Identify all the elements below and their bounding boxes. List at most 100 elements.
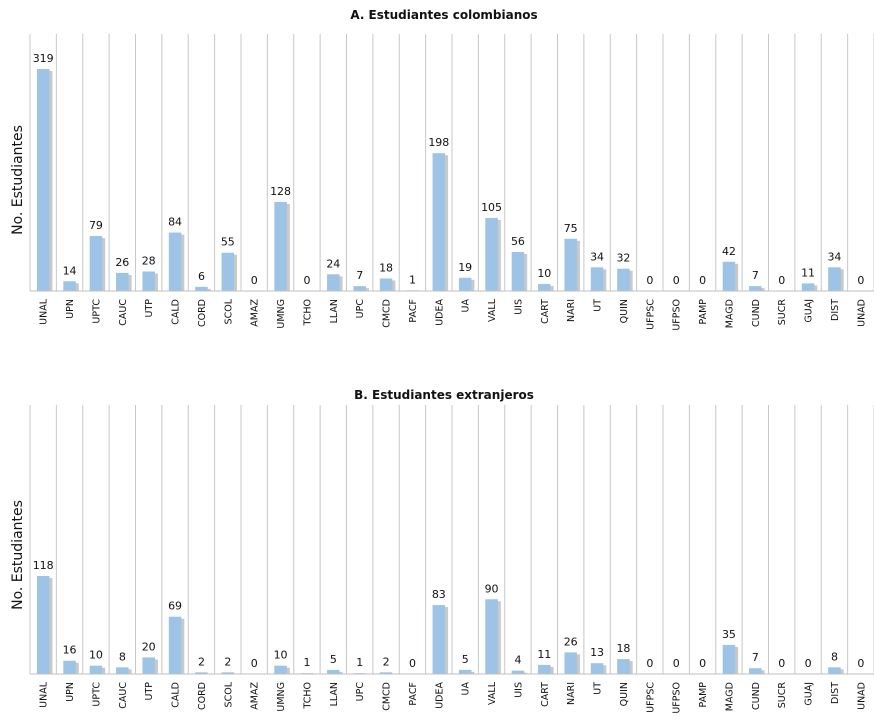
tick-label: PAMP [698, 682, 709, 708]
bar-uptc [89, 236, 103, 291]
tick-label: CALD [171, 682, 182, 708]
tick-label: CUND [751, 299, 762, 327]
tick-label: UNAD [856, 299, 867, 327]
tick-label: UFPSO [672, 682, 683, 714]
data-label: 0 [857, 657, 864, 670]
bar-cund [749, 668, 762, 674]
data-label: 1 [303, 656, 310, 669]
tick-label: UT [593, 682, 604, 695]
data-label: 19 [458, 261, 472, 274]
data-label: 18 [379, 261, 393, 274]
tick-label: NARI [566, 682, 577, 705]
bar-guaj [801, 283, 815, 291]
bar-uis [511, 252, 525, 291]
bar-upn [63, 281, 76, 291]
bar-upc [353, 286, 366, 291]
tick-label: QUIN [619, 682, 630, 706]
tick-label: UIS [513, 682, 524, 698]
bar-scol [221, 252, 235, 291]
tick-label: CALD [171, 299, 182, 325]
tick-label: UT [593, 299, 604, 312]
data-label: 56 [511, 235, 525, 248]
chart-panel-b: B. Estudiantes extranjeros No. Estudiant… [10, 388, 874, 714]
data-label: 79 [89, 219, 103, 232]
tick-label: MAGD [724, 682, 735, 711]
tick-label: VALL [487, 298, 498, 322]
data-label: 10 [89, 649, 103, 662]
tick-label: CORD [197, 299, 208, 327]
data-label: 14 [63, 264, 77, 277]
tick-label: GUAJ [804, 299, 815, 323]
data-label: 42 [722, 245, 736, 258]
data-label: 0 [699, 657, 706, 670]
data-label: 1 [409, 273, 416, 286]
bar-vall [485, 599, 498, 674]
tick-label: SCOL [223, 681, 234, 707]
data-labels: 319 14 79 26 28 84 6 55 0 128 0 24 7 18 1 198 19 105 56 10 7… [33, 52, 865, 287]
bar-cald [168, 232, 182, 291]
data-label: 0 [778, 657, 785, 670]
tick-label: LLAN [329, 682, 340, 706]
bar-cund [749, 286, 762, 291]
tick-label: UFPSO [672, 299, 683, 331]
bar-ut [590, 663, 604, 674]
data-label: 28 [142, 255, 156, 268]
tick-label: CART [540, 682, 551, 707]
data-label: 8 [831, 650, 838, 663]
data-label: 319 [33, 52, 54, 65]
gridlines [29, 34, 874, 291]
data-label: 75 [564, 222, 578, 235]
bar-ut [590, 267, 604, 291]
data-label: 0 [409, 657, 416, 670]
data-label: 0 [857, 274, 864, 287]
bar-cmcd [379, 278, 393, 291]
data-label: 0 [251, 274, 258, 287]
data-label: 55 [221, 236, 235, 249]
chart-panel-a: A. Estudiantes colombianos No. Estudiant… [10, 8, 874, 331]
tick-label: CORD [197, 682, 208, 710]
tick-label: AMAZ [250, 682, 261, 710]
bar-cauc [116, 272, 129, 291]
bar-umng [274, 201, 287, 291]
bar-cart [538, 664, 551, 674]
tick-label: UIS [513, 299, 524, 315]
data-label: 4 [514, 654, 521, 667]
tick-label: VALL [487, 681, 498, 705]
bar-udea [432, 153, 446, 291]
data-label: 198 [428, 136, 449, 149]
tick-label: PAMP [698, 299, 709, 325]
tick-label: UPC [355, 299, 366, 319]
y-axis-label: No. Estudiantes [10, 125, 26, 235]
tick-label: AMAZ [250, 299, 261, 327]
data-label: 26 [564, 635, 578, 648]
tick-label: UA [461, 681, 472, 695]
tick-label: DIST [830, 682, 841, 704]
data-label: 35 [722, 628, 736, 641]
bar-cord [195, 672, 208, 674]
bar-utp [142, 271, 155, 291]
tick-label: UMNG [276, 682, 287, 712]
data-label: 16 [63, 644, 77, 657]
bar-cart [538, 284, 551, 291]
data-label: 1 [356, 656, 363, 669]
data-label: 5 [330, 653, 337, 666]
x-tick-labels: UNAL UPN UPTC CAUC UTP CALD CORD SCOL AMAZ UMNG TC… [39, 298, 868, 330]
data-label: 2 [198, 655, 205, 668]
bar-cord [195, 286, 208, 291]
data-label: 10 [274, 649, 288, 662]
data-label: 0 [778, 274, 785, 287]
bar-cmcd [379, 672, 393, 674]
tick-label: UPC [355, 682, 366, 702]
data-label: 0 [673, 274, 680, 287]
data-label: 34 [590, 250, 604, 263]
tick-label: PACF [408, 682, 419, 706]
tick-label: UMNG [276, 299, 287, 329]
data-label: 0 [805, 657, 812, 670]
data-label: 11 [801, 266, 815, 279]
data-label: 7 [752, 269, 759, 282]
bar-utp [142, 657, 155, 674]
tick-label: UA [461, 298, 472, 312]
tick-label: GUAJ [804, 682, 815, 706]
